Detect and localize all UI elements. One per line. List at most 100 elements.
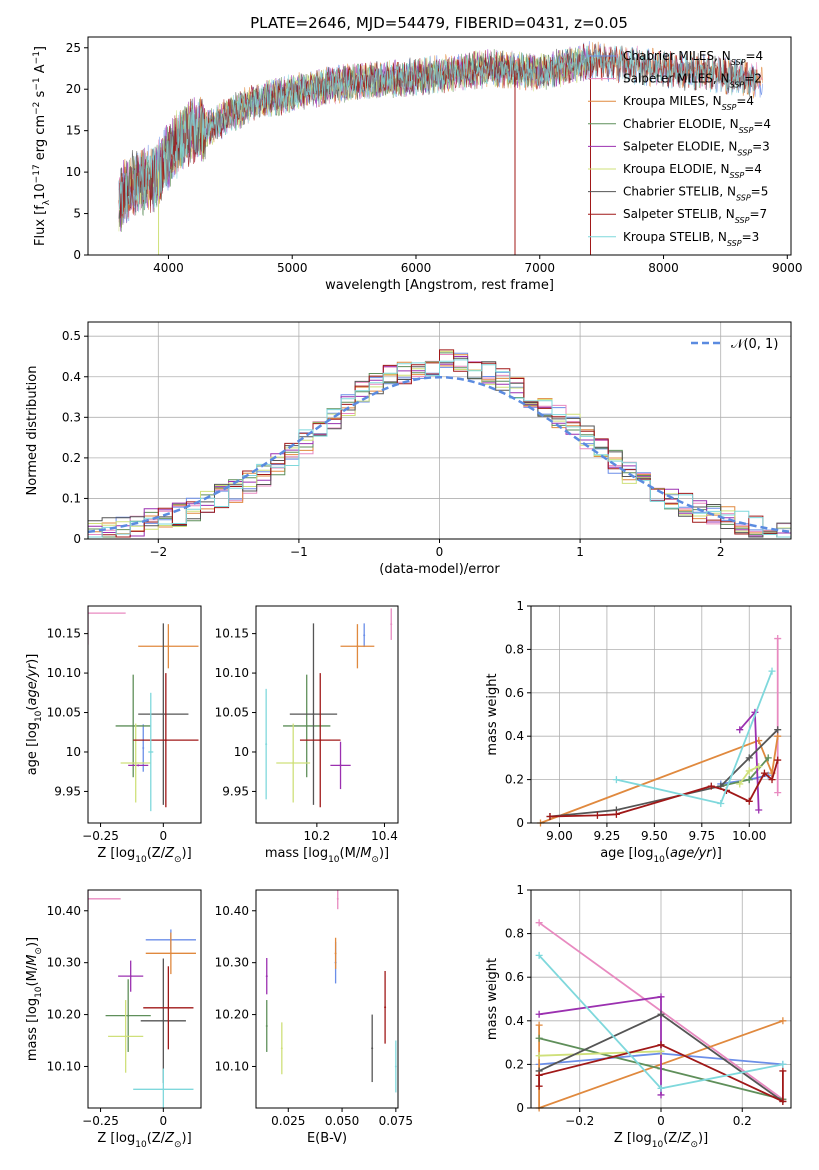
y-tick-label: 10.10: [215, 666, 249, 680]
point-marker: [167, 645, 170, 648]
x-axis-label: Z [log10(Z/Z⊙)]: [614, 1131, 708, 1150]
label-sub: 10: [34, 986, 44, 998]
error-point: [265, 688, 268, 800]
y-tick-label: 10.30: [215, 956, 249, 970]
weight-marker: [736, 780, 744, 788]
weight-marker: [535, 1052, 543, 1060]
x-axis-label: age [log10(age/yr)]: [600, 846, 722, 865]
label-text: E(B-V): [307, 1131, 347, 1146]
label-text: Flux [: [33, 210, 48, 246]
x-tick-label: −0.25: [82, 1114, 119, 1128]
weight-marker: [774, 726, 782, 734]
weight-marker: [736, 726, 744, 734]
error-point: [143, 966, 194, 1050]
label-sub: 10: [135, 855, 147, 865]
x-tick-label: 10.4: [371, 829, 398, 843]
label-text: mass [: [265, 846, 308, 861]
legend-eq: =: [736, 94, 746, 108]
error-point: [138, 623, 189, 805]
error-point: [120, 723, 151, 803]
legend-model: Chabrier STELIB, N: [623, 185, 736, 199]
legend-nssp: 2: [754, 72, 762, 86]
weight-marker: [535, 1082, 543, 1090]
spectrum-line: [118, 45, 757, 223]
label-text: cm: [33, 115, 48, 135]
legend-entry: 𝒩(0, 1): [731, 337, 778, 352]
label-text: Z [: [614, 1131, 632, 1146]
legend-entry: Salpeter MILES, NSSP=2: [623, 72, 762, 90]
error-point: [280, 1022, 283, 1075]
point-marker: [132, 724, 135, 727]
points-layer: [88, 606, 199, 812]
y-tick-label: 20: [66, 82, 81, 96]
legend-sub: SSP: [736, 193, 751, 202]
x-axis-label: Z [log10(Z/Z⊙)]: [97, 846, 191, 865]
label-sub: 10: [34, 710, 44, 722]
label-text: (: [25, 706, 40, 711]
point-marker: [134, 762, 137, 765]
error-point: [340, 624, 375, 669]
y-tick-label: 10.10: [47, 1059, 81, 1073]
residuals-panel: −2 −1 0 1 2 0 0.1 0.2 0.3 0.4 0.5 (data-model)/erro…: [25, 321, 792, 577]
x-tick-label: 7000: [524, 261, 555, 275]
legend-model: Chabrier MILES, N: [623, 49, 731, 63]
error-point: [390, 608, 393, 640]
label-text: log: [25, 722, 40, 742]
point-marker: [265, 743, 268, 746]
x-tick-label: −0.25: [82, 829, 119, 843]
point-marker: [305, 724, 308, 727]
x-tick-label: 1: [576, 545, 584, 559]
point-marker: [162, 713, 165, 716]
error-point: [265, 1000, 268, 1052]
legend-nssp: 3: [752, 230, 760, 244]
weight-marker: [768, 667, 776, 675]
point-marker: [363, 634, 366, 637]
point-marker: [265, 1024, 268, 1027]
x-tick-label: 0: [160, 1114, 168, 1128]
y-tick-label: 10.05: [215, 706, 249, 720]
error-point: [138, 624, 199, 669]
x-tick-label: −1: [290, 545, 308, 559]
x-axis-label: wavelength [Angstrom, rest frame]: [325, 278, 554, 293]
weight-marker: [774, 756, 782, 764]
y-tick-label: 0.6: [505, 970, 524, 984]
x-tick-label: 0.050: [325, 1114, 359, 1128]
legend-sub: SSP: [731, 58, 746, 67]
error-point: [336, 890, 339, 910]
y-tick-label: 0.8: [505, 642, 524, 656]
weight-marker: [764, 754, 772, 762]
point-marker: [169, 952, 172, 955]
legend-nssp: 3: [762, 139, 770, 153]
y-tick-label: 0: [73, 248, 81, 262]
legend-model: Chabrier ELODIE, N: [623, 117, 739, 131]
weight-marker: [657, 1041, 665, 1049]
error-point: [283, 674, 331, 778]
weight-marker: [535, 919, 543, 927]
label-text: (M/: [340, 846, 361, 861]
weight-marker: [535, 1034, 543, 1042]
legend-nssp: 5: [761, 185, 769, 199]
y-tick-label: 10.40: [215, 904, 249, 918]
point-marker: [265, 975, 268, 978]
label-text: Z: [164, 1131, 175, 1146]
label-sup: −2: [32, 102, 42, 115]
spectrum-panel: 4000 5000 6000 7000 8000 90000510152025wavele…: [32, 36, 803, 293]
label-text: log: [632, 1131, 652, 1146]
x-tick-label: 0: [436, 545, 444, 559]
label-sup: −17: [32, 164, 42, 183]
label-text: s: [33, 90, 48, 97]
label-text: log: [115, 1131, 135, 1146]
error-point: [299, 673, 341, 808]
y-tick-label: 10.05: [47, 706, 81, 720]
label-text: age [: [600, 846, 633, 861]
legend-sub: SSP: [739, 125, 754, 134]
label-text: M: [25, 955, 40, 966]
legend-model: Salpeter STELIB, N: [623, 207, 735, 221]
label-text: age [: [25, 742, 40, 775]
error-point: [334, 937, 337, 969]
weight-series: [535, 951, 787, 1092]
label-text: Z: [681, 1131, 692, 1146]
y-tick-label: 10.15: [215, 627, 249, 641]
y-tick-label: 10.10: [215, 1059, 249, 1073]
